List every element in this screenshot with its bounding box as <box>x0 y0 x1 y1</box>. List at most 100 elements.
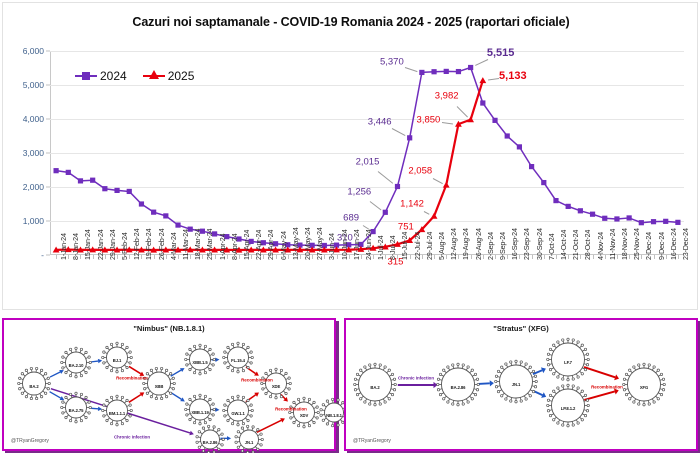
x-axis-tick-mark <box>555 255 557 259</box>
x-axis-tick-mark <box>275 255 277 259</box>
y-axis-tick-label: 2,000 <box>22 182 44 192</box>
x-axis-tick-mark <box>141 255 143 259</box>
chart-panel: Cazuri noi saptamanale - COVID-19 Romani… <box>2 2 698 310</box>
stratus-frame: "Stratus" (XFG) BA.2 BA.2.86 JN.1 LF.7 LP.8.… <box>344 318 698 451</box>
data-point-marker <box>553 198 559 204</box>
x-axis-tick-mark <box>677 255 679 259</box>
data-point-marker <box>65 169 71 175</box>
x-axis-tick-label: 26-Aug-24 <box>473 228 483 260</box>
data-point-marker <box>467 116 475 123</box>
x-axis-tick-mark <box>153 255 155 259</box>
x-axis-tick-label: 27-May-24 <box>315 227 325 260</box>
x-axis-tick-mark <box>543 255 545 259</box>
x-axis-tick-mark <box>360 255 362 259</box>
legend-label-2024: 2024 <box>100 69 127 83</box>
data-point-marker <box>480 100 486 106</box>
x-axis-tick-mark <box>482 255 484 259</box>
x-axis-tick-mark <box>165 255 167 259</box>
nimbus-title: "Nimbus" (NB.1.8.1) <box>133 324 205 333</box>
x-axis-tick-mark <box>580 255 582 259</box>
data-label: 689 <box>343 212 360 224</box>
x-axis-tick-label: 14-Oct-24 <box>558 229 568 260</box>
virion-node: XFG <box>622 362 666 412</box>
x-axis-tick-mark <box>434 255 436 259</box>
diagram-panel-stratus: "Stratus" (XFG) BA.2 BA.2.86 JN.1 LF.7 LP.8.… <box>344 318 698 451</box>
legend-item-2024[interactable]: 2024 <box>75 69 127 83</box>
data-point-marker <box>64 246 72 253</box>
x-axis-tick-mark <box>312 255 314 259</box>
virion-label: JN.1 <box>244 439 254 445</box>
x-axis-tick-mark <box>385 255 387 259</box>
x-axis-tick-label: 16-Sep-24 <box>510 228 520 260</box>
square-marker-icon <box>82 72 90 80</box>
edge-label: Recombination <box>116 375 148 381</box>
x-axis-tick-label: 29-Apr-24 <box>266 229 276 260</box>
x-axis-tick-mark <box>495 255 497 259</box>
triangle-marker-icon <box>148 70 159 79</box>
gridline <box>50 85 684 86</box>
data-point-marker <box>382 209 388 215</box>
data-point-marker <box>297 242 303 248</box>
legend-line-2024 <box>75 72 97 80</box>
x-axis-tick-mark <box>641 255 643 259</box>
x-axis-tick-mark <box>238 255 240 259</box>
stratus-arrows <box>397 366 620 401</box>
virion-node: BM.1.1.1 <box>101 394 133 432</box>
x-axis-tick-label: 22-Jul-24 <box>412 231 422 260</box>
data-point-marker <box>248 238 254 244</box>
data-point-marker <box>296 246 304 253</box>
virion-label: BA.2.10 <box>68 362 84 368</box>
data-point-marker <box>455 120 462 127</box>
gridline <box>50 51 684 52</box>
x-axis-tick-mark <box>592 255 594 259</box>
x-axis-tick-label: 22-Jan-24 <box>95 229 105 260</box>
x-axis-tick-label: 4-Nov-24 <box>595 232 605 260</box>
data-point-marker <box>516 144 523 150</box>
data-point-marker <box>77 246 84 253</box>
x-axis-tick-label: 21-Oct-24 <box>571 229 581 260</box>
data-point-marker <box>492 117 498 123</box>
data-point-marker <box>259 246 267 253</box>
virion-node: XDE <box>260 367 292 405</box>
stratus-title: "Stratus" (XFG) <box>493 324 549 333</box>
data-point-marker <box>236 236 242 242</box>
y-axis-tick-label: 5,000 <box>22 80 44 90</box>
chart-legend: 2024 2025 <box>75 69 194 83</box>
data-point-marker <box>333 246 340 253</box>
x-axis-tick-label: 10-Jun-24 <box>339 229 349 260</box>
x-axis-tick-mark <box>92 255 94 259</box>
x-axis-tick-label: 23-Dec-24 <box>680 228 690 260</box>
x-axis-tick-label: 29-Jul-24 <box>424 231 434 260</box>
x-axis-tick-label: 7-Oct-24 <box>546 233 556 260</box>
y-axis-tick-mark <box>46 84 50 86</box>
x-axis-tick-mark <box>507 255 509 259</box>
data-point-marker <box>101 246 109 253</box>
y-axis-tick-mark <box>46 220 50 222</box>
data-point-marker <box>224 234 230 240</box>
legend-item-2025[interactable]: 2025 <box>142 69 194 83</box>
virion-label: XBB <box>154 383 164 389</box>
x-axis-tick-label: 22-Apr-24 <box>254 229 264 260</box>
data-point-marker <box>504 133 510 139</box>
x-axis-tick-label: 3-Jun-24 <box>327 233 337 260</box>
x-axis-tick-mark <box>214 255 216 259</box>
x-axis-tick-label: 11-Nov-24 <box>607 228 617 260</box>
data-label: 315 <box>387 256 404 268</box>
data-point-marker <box>345 246 353 253</box>
data-point-marker <box>125 246 133 253</box>
virion-node: FL.15.4 <box>222 341 254 379</box>
data-point-marker <box>162 246 170 253</box>
x-axis-tick-label: 18-Mar-24 <box>193 228 203 260</box>
x-axis-tick-mark <box>373 255 375 259</box>
x-axis-tick-mark <box>409 255 411 259</box>
data-point-marker <box>431 69 437 75</box>
data-point-marker <box>285 242 291 248</box>
x-axis-tick-label: 13-May-24 <box>290 227 300 260</box>
y-axis-tick-label: - <box>41 250 44 260</box>
data-point-marker <box>199 246 206 253</box>
x-axis-tick-mark <box>665 255 667 259</box>
virion-node: BJ.1 <box>101 341 133 379</box>
virion-node: BA.2.86 <box>195 424 225 453</box>
data-point-marker <box>406 236 414 243</box>
series-line-2024 <box>55 66 678 247</box>
